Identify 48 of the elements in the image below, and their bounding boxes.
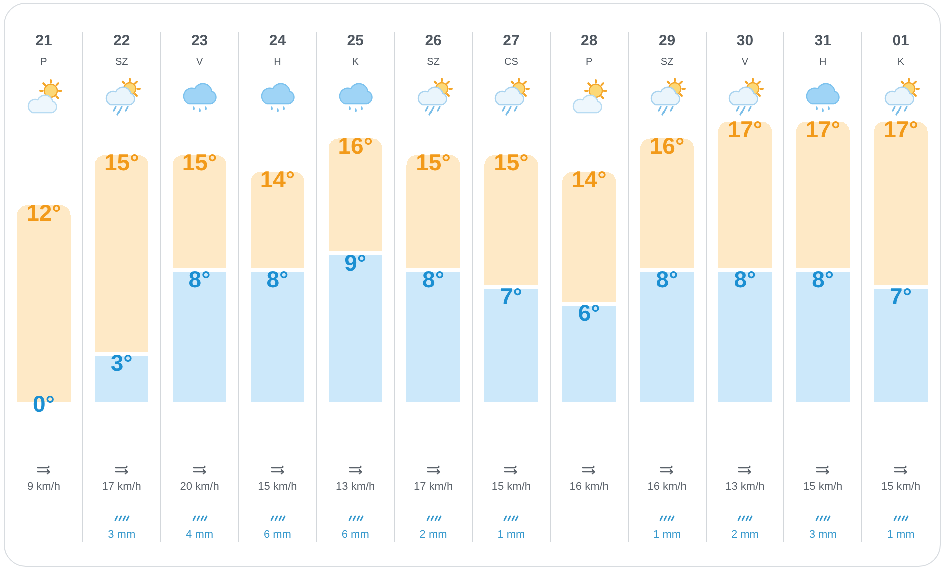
x-tick-label: 01 K xyxy=(892,32,910,68)
text: 15 km/h 1 mm xyxy=(492,481,532,541)
text: 13 km/h 2 mm xyxy=(726,481,765,541)
x-tick-label: 25 K xyxy=(347,32,364,68)
x-tick-label: 31 H xyxy=(814,32,832,68)
x-tick-label: 23 V xyxy=(191,32,208,68)
text: 15 km/h 1 mm xyxy=(881,481,921,541)
total-label: 14° xyxy=(572,166,607,192)
text: 16 km/h 1 mm xyxy=(648,481,687,541)
data-label: 8° xyxy=(422,266,445,293)
data-label: 8° xyxy=(812,266,834,293)
text: 13 km/h 6 mm xyxy=(336,481,376,541)
total-label: 17° xyxy=(806,116,841,142)
total-label: 12° xyxy=(26,200,62,226)
text: 15 km/h 6 mm xyxy=(258,481,298,541)
text: 16 km/h xyxy=(568,480,610,494)
x-tick-label: 27 CS xyxy=(503,32,520,68)
text: 9 km/h xyxy=(26,480,62,494)
total-label: 15° xyxy=(182,150,218,176)
x-tick-label: 24 H xyxy=(269,32,287,68)
data-label: 8° xyxy=(656,266,678,293)
x-tick-label: 30 V xyxy=(736,32,754,68)
total-label: 16° xyxy=(650,132,685,159)
total-label: 15° xyxy=(416,150,451,176)
total-label: 17° xyxy=(884,116,918,142)
total-label: 15° xyxy=(494,150,529,176)
x-tick-label: 26 SZ xyxy=(425,32,442,68)
text: 20 km/h 4 mm xyxy=(180,481,220,541)
data-label: 8° xyxy=(266,266,289,293)
x-tick-label: 21 P xyxy=(36,32,52,68)
total-label: 14° xyxy=(260,166,296,192)
total-label: 15° xyxy=(104,150,140,176)
annotation: 0° xyxy=(33,391,55,417)
data-label: 6° xyxy=(578,300,600,326)
x-tick-label: 22 SZ xyxy=(114,32,130,68)
text: 17 km/h 3 mm xyxy=(102,481,142,541)
total-label: 17° xyxy=(728,116,763,142)
data-label: 8° xyxy=(734,266,756,293)
x-tick-label: 29 SZ xyxy=(658,32,676,68)
text: 15 km/h 3 mm xyxy=(804,481,843,541)
text: 17 km/h 2 mm xyxy=(414,481,454,541)
data-label: 8° xyxy=(188,266,211,293)
data-label: 7° xyxy=(890,283,912,310)
data-label: 7° xyxy=(500,283,522,310)
data-label: 3° xyxy=(110,350,133,376)
total-label: 16° xyxy=(338,132,374,159)
data-label: 9° xyxy=(344,250,367,276)
x-tick-label: 28 P xyxy=(581,32,598,68)
